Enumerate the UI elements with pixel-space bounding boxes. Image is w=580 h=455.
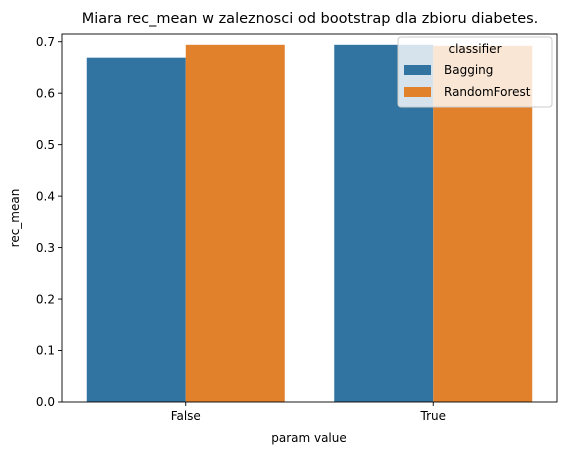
y-tick-label: 0.0 xyxy=(36,395,55,409)
x-tick-label-true: True xyxy=(420,409,447,423)
x-axis-label: param value xyxy=(271,431,347,445)
y-tick-label: 0.5 xyxy=(36,138,55,152)
legend-title: classifier xyxy=(449,42,502,56)
y-tick-label: 0.7 xyxy=(36,35,55,49)
y-axis-ticks: 0.0 0.1 0.2 0.3 0.4 0.5 0.6 0.7 xyxy=(36,35,62,409)
legend-label-randomforest: RandomForest xyxy=(444,85,531,99)
legend: classifier Bagging RandomForest xyxy=(397,36,553,108)
legend-swatch-bagging xyxy=(404,65,431,75)
x-axis-ticks: False True xyxy=(171,402,446,423)
legend-swatch-randomforest xyxy=(404,87,431,97)
y-tick-label: 0.3 xyxy=(36,241,55,255)
bar-randomforest-false xyxy=(185,44,285,403)
y-tick-label: 0.2 xyxy=(36,292,55,306)
legend-box xyxy=(397,36,553,108)
bar-bagging-false xyxy=(86,57,186,402)
legend-label-bagging: Bagging xyxy=(444,63,493,77)
y-tick-label: 0.4 xyxy=(36,189,55,203)
chart-title: Miara rec_mean w zaleznosci od bootstrap… xyxy=(82,11,539,27)
y-axis-label: rec_mean xyxy=(8,189,22,248)
x-tick-label-false: False xyxy=(171,409,201,423)
y-tick-label: 0.1 xyxy=(36,344,55,358)
y-tick-label: 0.6 xyxy=(36,86,55,100)
plot-frame xyxy=(61,33,558,403)
